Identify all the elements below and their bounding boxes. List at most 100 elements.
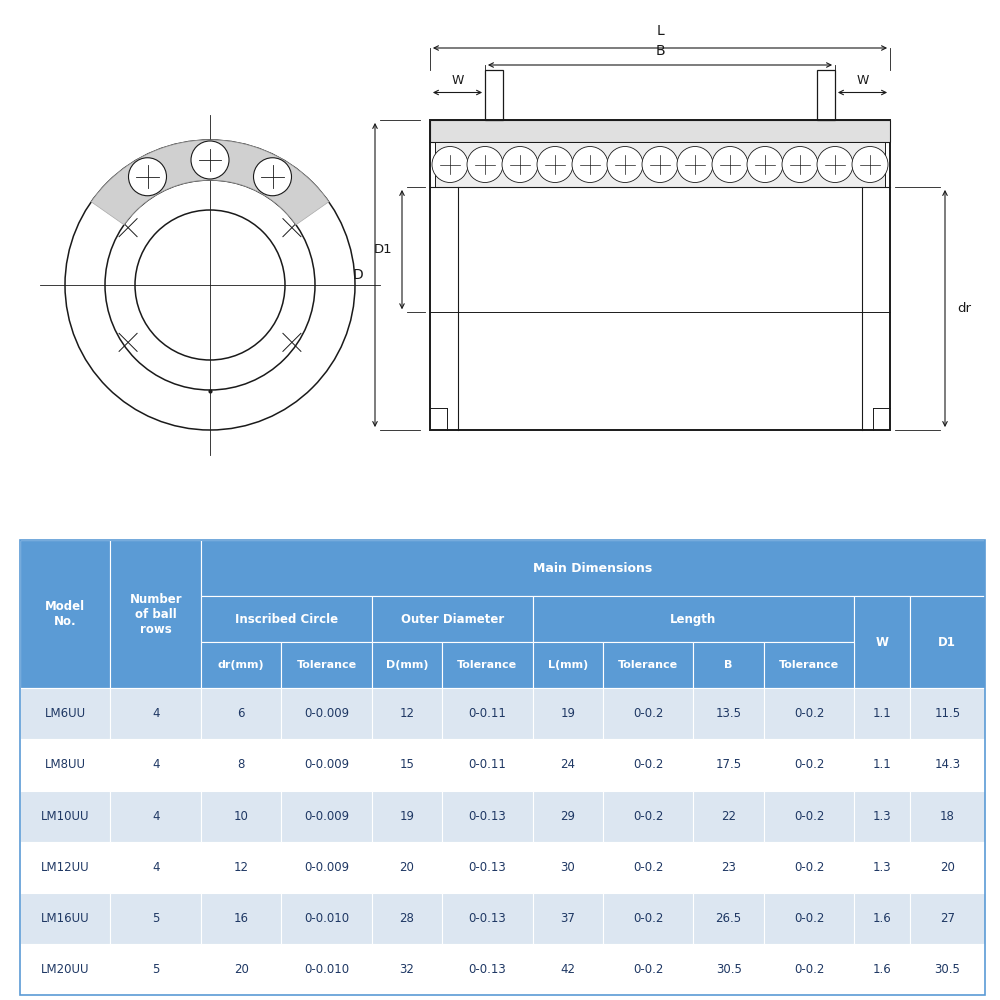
Text: 19: 19 <box>400 810 415 823</box>
Circle shape <box>712 146 748 182</box>
Polygon shape <box>91 140 329 225</box>
Bar <box>201 739 281 791</box>
Text: 0-0.2: 0-0.2 <box>794 810 824 823</box>
Text: 0-0.009: 0-0.009 <box>304 758 349 771</box>
Text: Outer Diameter: Outer Diameter <box>401 613 504 626</box>
Bar <box>430 120 890 430</box>
Bar <box>533 791 603 842</box>
Text: 30.5: 30.5 <box>934 963 960 976</box>
Bar <box>372 893 442 944</box>
Bar <box>603 739 693 791</box>
Bar <box>485 70 503 120</box>
Bar <box>854 688 910 739</box>
Bar <box>442 842 533 893</box>
Text: 4: 4 <box>152 810 159 823</box>
Bar <box>764 944 854 995</box>
Text: 0-0.13: 0-0.13 <box>469 963 506 976</box>
Text: 1.6: 1.6 <box>873 912 891 925</box>
Text: B: B <box>724 660 733 670</box>
Text: 23: 23 <box>721 861 736 874</box>
Bar <box>764 893 854 944</box>
Circle shape <box>782 146 818 182</box>
Text: B: B <box>655 44 665 58</box>
Text: 14.3: 14.3 <box>934 758 960 771</box>
Bar <box>854 596 910 688</box>
Text: 20: 20 <box>400 861 414 874</box>
Text: 42: 42 <box>560 963 575 976</box>
Text: 29: 29 <box>560 810 575 823</box>
Text: 6: 6 <box>237 707 245 720</box>
Text: 12: 12 <box>400 707 415 720</box>
Bar <box>201 944 281 995</box>
Text: 10: 10 <box>234 810 249 823</box>
Text: 0-0.009: 0-0.009 <box>304 810 349 823</box>
Text: 0-0.2: 0-0.2 <box>794 912 824 925</box>
Circle shape <box>129 158 167 196</box>
Text: 4: 4 <box>152 758 159 771</box>
Bar <box>533 893 603 944</box>
Text: Tolerance: Tolerance <box>457 660 517 670</box>
Bar <box>430 120 890 142</box>
Text: W: W <box>856 74 869 87</box>
Text: 18: 18 <box>940 810 955 823</box>
Bar <box>817 70 835 120</box>
Text: 0-0.010: 0-0.010 <box>304 963 349 976</box>
Text: 0-0.2: 0-0.2 <box>633 963 663 976</box>
Bar <box>20 944 110 995</box>
Text: Tolerance: Tolerance <box>297 660 357 670</box>
Text: LM6UU: LM6UU <box>45 707 86 720</box>
Bar <box>910 596 985 688</box>
Bar <box>533 596 854 642</box>
Text: 30: 30 <box>560 861 575 874</box>
Bar <box>693 688 764 739</box>
Bar <box>533 642 603 688</box>
Bar <box>110 893 201 944</box>
Text: 0-0.13: 0-0.13 <box>469 810 506 823</box>
Circle shape <box>747 146 783 182</box>
Text: 1.6: 1.6 <box>873 963 891 976</box>
Bar <box>20 739 110 791</box>
Bar <box>442 739 533 791</box>
Bar <box>693 739 764 791</box>
Bar <box>603 944 693 995</box>
Text: 30.5: 30.5 <box>716 963 742 976</box>
Text: D: D <box>352 268 363 282</box>
Text: 17.5: 17.5 <box>716 758 742 771</box>
Text: 26.5: 26.5 <box>716 912 742 925</box>
Bar <box>281 791 372 842</box>
Bar <box>693 842 764 893</box>
Bar <box>281 642 372 688</box>
Bar <box>281 944 372 995</box>
Circle shape <box>432 146 468 182</box>
Text: 4: 4 <box>152 861 159 874</box>
Bar <box>910 739 985 791</box>
Bar <box>854 842 910 893</box>
Bar <box>693 893 764 944</box>
Text: 1.3: 1.3 <box>873 861 891 874</box>
Circle shape <box>642 146 678 182</box>
Text: 8: 8 <box>237 758 245 771</box>
Bar <box>442 944 533 995</box>
Text: 1.1: 1.1 <box>873 707 891 720</box>
Bar <box>201 596 372 642</box>
Text: 0-0.11: 0-0.11 <box>468 758 506 771</box>
Circle shape <box>467 146 503 182</box>
Bar <box>201 540 985 596</box>
Text: 5: 5 <box>152 963 159 976</box>
Bar <box>854 739 910 791</box>
Text: 4: 4 <box>152 707 159 720</box>
Circle shape <box>191 141 229 179</box>
Bar <box>910 791 985 842</box>
Bar <box>201 791 281 842</box>
Text: 0-0.009: 0-0.009 <box>304 707 349 720</box>
Bar <box>110 540 201 688</box>
Text: D1: D1 <box>373 243 392 256</box>
Text: 0-0.2: 0-0.2 <box>794 861 824 874</box>
Text: 16: 16 <box>234 912 249 925</box>
Text: 19: 19 <box>560 707 575 720</box>
Bar <box>910 944 985 995</box>
Bar <box>20 791 110 842</box>
Text: 11.5: 11.5 <box>934 707 960 720</box>
Bar <box>281 893 372 944</box>
Text: 0-0.010: 0-0.010 <box>304 912 349 925</box>
